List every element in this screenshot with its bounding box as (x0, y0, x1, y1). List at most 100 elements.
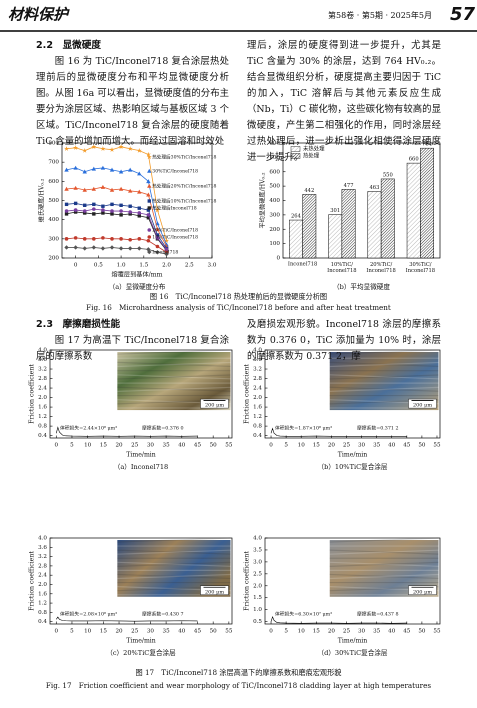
marker (64, 237, 69, 241)
y-tick-label: 300 (269, 212, 280, 218)
marker (146, 216, 151, 220)
y-tick-label: 800 (48, 141, 59, 147)
marker (147, 249, 152, 255)
x-tick-label: 5 (284, 629, 288, 635)
y-tick-label: 2.0 (38, 582, 47, 588)
marker (155, 244, 160, 249)
marker (73, 236, 78, 240)
x-tick-label: 45 (403, 629, 411, 635)
marker (101, 211, 105, 215)
scale-bar-box (408, 398, 437, 409)
micrograph-texture (117, 349, 231, 355)
series-label: 30%TiC/Inconel718 (152, 169, 198, 175)
marker (155, 250, 160, 255)
value-label: 463 (369, 185, 379, 191)
marker (82, 148, 88, 153)
micrograph-texture (329, 573, 439, 580)
x-tick-label: 30 (358, 443, 366, 449)
marker (92, 212, 96, 216)
x-tick-label: 25 (131, 629, 139, 635)
annotation: 体积损失=6.30×10⁷ μm³ (275, 611, 332, 618)
marker (136, 148, 142, 153)
marker (164, 247, 169, 252)
marker (92, 202, 96, 207)
series-label: 热处理后20%TiC/Inconel718 (152, 183, 216, 190)
x-tick-label: 0 (54, 443, 58, 449)
micrograph-texture (329, 549, 439, 555)
marker (110, 202, 114, 207)
panel-caption: （b）平均显微硬度 (333, 282, 390, 291)
annotation: 摩擦系数=0.376 0 (142, 425, 184, 432)
panel-caption: （c）20%TiC复合涂层 (106, 648, 176, 657)
marker (101, 236, 105, 240)
marker (137, 214, 141, 218)
micrograph-texture (117, 537, 231, 543)
marker (82, 169, 87, 174)
y-tick-label: 400 (269, 198, 280, 204)
marker (83, 211, 87, 215)
marker (127, 167, 133, 172)
y-tick-label: 3.2 (38, 367, 47, 373)
marker (155, 233, 160, 237)
marker (137, 206, 141, 210)
micrograph-texture (117, 386, 231, 392)
annotation: 体积损失=2.08×10⁸ μm³ (60, 611, 117, 618)
x-tick-label: 2.0 (162, 263, 171, 269)
panel-caption: （a）Inconel718 (114, 463, 168, 471)
marker (128, 212, 132, 216)
marker (147, 168, 152, 173)
marker (83, 203, 87, 207)
y-axis-label: 维氏硬度/HV₀.₂ (38, 178, 46, 222)
y-tick-label: 2.8 (38, 563, 47, 569)
marker (109, 245, 115, 250)
marker (91, 166, 97, 171)
panel-caption: （d）30%TiC复合涂层 (318, 648, 388, 657)
marker (137, 237, 142, 241)
marker (91, 245, 97, 250)
marker (155, 227, 160, 232)
x-tick-label: 20 (328, 443, 336, 449)
x-tick-label: 55 (225, 443, 233, 449)
x-tick-label: 15 (100, 443, 108, 449)
y-tick-label: 0.8 (38, 424, 47, 430)
x-tick-label: 1.5 (139, 263, 148, 269)
micrograph-texture (329, 549, 439, 555)
series-label: 20%TiC/Inconel718 (152, 228, 198, 234)
y-tick-label: 0.8 (253, 424, 262, 430)
y-tick-label: 600 (269, 169, 280, 175)
marker (146, 192, 151, 197)
x-tick-label: 30 (147, 629, 155, 635)
left-column: 2.2 显微硬度 图 16 为 TiC/Inconel718 复合涂层热处理前后… (36, 38, 229, 150)
micrograph-texture (117, 361, 231, 367)
x-tick-label: 15 (313, 443, 321, 449)
x-tick-label: 40 (388, 443, 396, 449)
x-tick-label: 40 (178, 443, 186, 449)
annotation: 体积损失=1.87×10⁸ μm³ (275, 425, 332, 432)
y-tick-label: 400 (48, 217, 59, 223)
y-tick-label: 700 (269, 155, 280, 161)
y-tick-label: 2.0 (38, 395, 47, 401)
x-tick-label: 10 (298, 443, 306, 449)
series-label: Inconel718 (152, 250, 178, 256)
left-column: 2.3 摩擦磨损性能 图 17 为高温下 TiC/Inconel718 复合涂层… (36, 317, 229, 365)
y-tick-label: 2.0 (253, 395, 262, 401)
marker (137, 189, 142, 194)
marker (118, 169, 124, 174)
journal-logo: 材料保护 (8, 6, 70, 24)
y-tick-label: 100 (269, 241, 280, 247)
micrograph-texture (117, 374, 231, 380)
annotation: 体积损失=2.44×10⁸ μm³ (60, 425, 117, 432)
annotation: 摩擦系数=0.371 2 (357, 425, 399, 432)
micrograph-texture (117, 374, 231, 380)
section-heading: 2.2 显微硬度 (36, 40, 101, 51)
y-tick-label: 4.0 (38, 536, 47, 542)
bar (380, 178, 395, 259)
marker (147, 199, 151, 203)
x-tick-label: 10%TiC/Inconel718 (327, 262, 356, 274)
series-line (270, 615, 407, 624)
marker (64, 202, 69, 207)
marker (137, 211, 142, 215)
marker (91, 144, 97, 149)
x-axis-label: Time/min (338, 638, 368, 645)
